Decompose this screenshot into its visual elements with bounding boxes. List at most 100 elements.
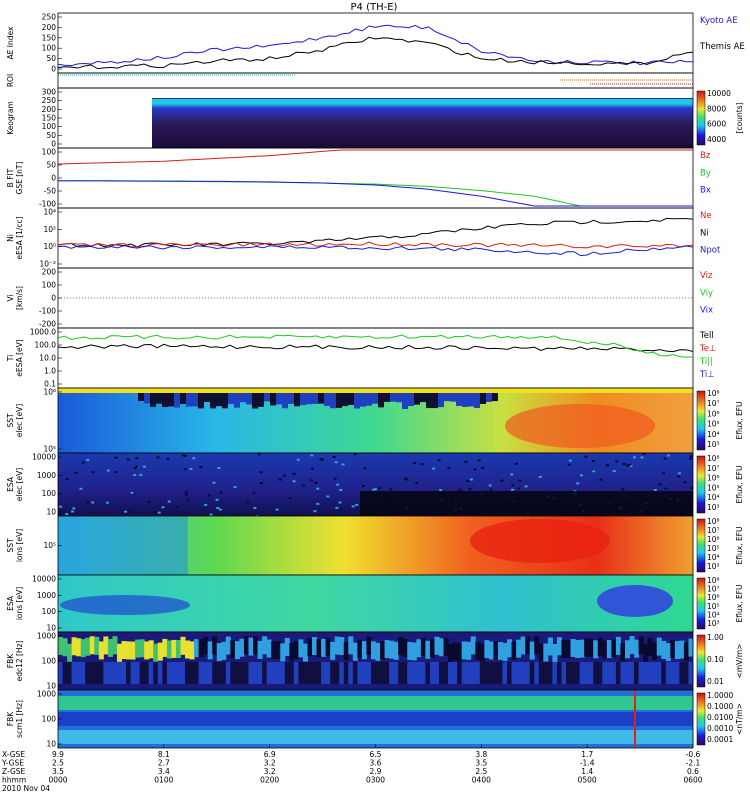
fbk-edc12-pixel	[234, 641, 240, 660]
panel-roi: ROI	[6, 72, 694, 89]
fbk-edc12-pixel	[130, 662, 136, 684]
fbk-edc12-pixel	[416, 639, 422, 658]
esa-elec-pixel	[661, 472, 665, 475]
ytick-label: 200	[42, 23, 57, 32]
esa-elec-pixel	[65, 513, 69, 516]
fbk-edc12-pixel	[566, 640, 572, 659]
fbk-edc12-pixel	[361, 641, 367, 660]
fbk-edc12-pixel	[271, 641, 277, 660]
fbk-edc12-pixel	[543, 643, 549, 662]
ytick-label: 250	[42, 96, 57, 105]
fbk-edc12-pixel	[280, 662, 286, 684]
fbk-edc12-pixel	[534, 662, 540, 684]
panel-ylabel: ESA	[6, 595, 15, 611]
fbk-edc12-pixel	[230, 662, 236, 684]
colorbar-tick: 10⁴	[707, 430, 720, 439]
fbk-edc12-pixel	[380, 662, 386, 684]
esa-elec-pixel	[477, 459, 481, 462]
colorbar-tick: 10³	[707, 440, 720, 449]
colorbar-tick: 10⁸	[707, 389, 720, 398]
fbk-edc12-pixel	[411, 642, 417, 661]
esa-elec-pixel	[253, 506, 257, 509]
fbk-edc12-pixel	[166, 640, 172, 659]
sst-elec-pixel	[144, 393, 150, 404]
esa-elec-pixel	[333, 477, 337, 480]
esa-elec-pixel	[113, 471, 117, 474]
fbk-edc12-pixel	[461, 662, 467, 684]
esa-elec-pixel	[335, 506, 339, 509]
panel-yunit: scm1 [Hz]	[15, 700, 24, 738]
fbk-edc12-pixel	[162, 638, 168, 657]
colorbar-tick: 10⁶	[707, 474, 720, 483]
panel-ylabel: ROI	[6, 74, 15, 87]
ytick-label: 200	[42, 105, 57, 114]
fbk-edc12-pixel	[112, 636, 118, 655]
sst-elec-pixel	[300, 393, 306, 406]
fbk-edc12-pixel	[638, 636, 644, 655]
legend-themisae: Themis AE	[699, 42, 745, 52]
legend-ti: Ti||	[699, 357, 713, 367]
sst-elec-pixel	[138, 393, 144, 402]
panel-ylabel: SST	[6, 413, 15, 428]
sst-ions-hot-region	[470, 519, 610, 563]
colorbar-tick: 10⁵	[707, 602, 720, 611]
colorbar-tick: 10⁸	[707, 576, 720, 585]
esa-elec-pixel	[259, 471, 263, 474]
fbk-edc12-pixel	[470, 636, 476, 655]
panel-ylabel: Keogram	[6, 101, 15, 135]
fbk-edc12-pixel	[107, 638, 113, 657]
colorbar-tick: 0.0010	[707, 724, 733, 733]
esa-elec-pixel	[91, 501, 95, 504]
xrow-value: 0600	[683, 776, 702, 785]
sst-elec-pixel	[210, 393, 216, 409]
fbk-edc12-pixel	[670, 662, 676, 684]
sst-elec-pixel	[414, 393, 420, 405]
ytick-label: 200	[42, 268, 57, 277]
ytick-label: 100	[42, 489, 57, 498]
esa-elec-pixel	[182, 454, 186, 457]
fbk-edc12-pixel	[420, 637, 426, 656]
xrow-value: 6.9	[264, 750, 276, 759]
fbk-edc12-pixel	[525, 662, 531, 684]
sst-elec-pixel	[150, 393, 156, 407]
esa-elec-pixel	[105, 501, 109, 504]
sst-elec-hot-region	[505, 404, 655, 448]
ytick-label: 1000	[37, 690, 56, 699]
esa-elec-pixel	[415, 481, 419, 484]
esa-elec-pixel	[500, 479, 504, 482]
esa-elec-pixel	[209, 513, 213, 516]
sst-elec-pixel	[342, 393, 348, 407]
esa-elec-pixel	[405, 478, 409, 481]
legend-ti: Ti⊥	[699, 370, 715, 380]
sst-elec-pixel	[426, 393, 432, 409]
fbk-edc12-pixel	[452, 662, 458, 684]
panel-ylabel: ESA	[6, 476, 15, 492]
esa-elec-pixel	[292, 480, 296, 483]
colorbar-label: Eflux, EFU	[735, 527, 744, 565]
panel-frame	[57, 267, 694, 329]
esa-elec-pixel	[156, 456, 160, 459]
sst-elec-pixel	[378, 393, 384, 408]
colorbar	[696, 90, 706, 146]
esa-elec-pixel	[192, 457, 196, 460]
fbk-edc12-pixel	[180, 636, 186, 655]
fbk-edc12-pixel	[457, 662, 463, 684]
fbk-edc12-pixel	[525, 636, 531, 655]
esa-elec-pixel	[91, 471, 95, 474]
colorbar-tick: 0.1000	[707, 702, 733, 711]
colorbar-label: <mV/m>	[735, 644, 744, 679]
fbk-edc12-pixel	[85, 662, 91, 684]
fbk-edc12-pixel	[452, 642, 458, 661]
panel-yunit: ions [eV]	[15, 587, 24, 620]
fbk-edc12-pixel	[302, 662, 308, 684]
xrow-value: 3.2	[264, 759, 276, 768]
fbk-edc12-pixel	[479, 643, 485, 662]
series-themisae	[57, 36, 694, 70]
esa-elec-pixel	[124, 510, 128, 513]
sst-elec-pixel	[174, 393, 180, 408]
fbk-edc12-pixel	[239, 662, 245, 684]
fbk-edc12-pixel	[407, 662, 413, 684]
panel-vi: Vi [km/s] 200 100 0 -100 -200 Viz Viy Vix	[6, 268, 713, 329]
fbk-edc12-pixel	[135, 662, 141, 684]
